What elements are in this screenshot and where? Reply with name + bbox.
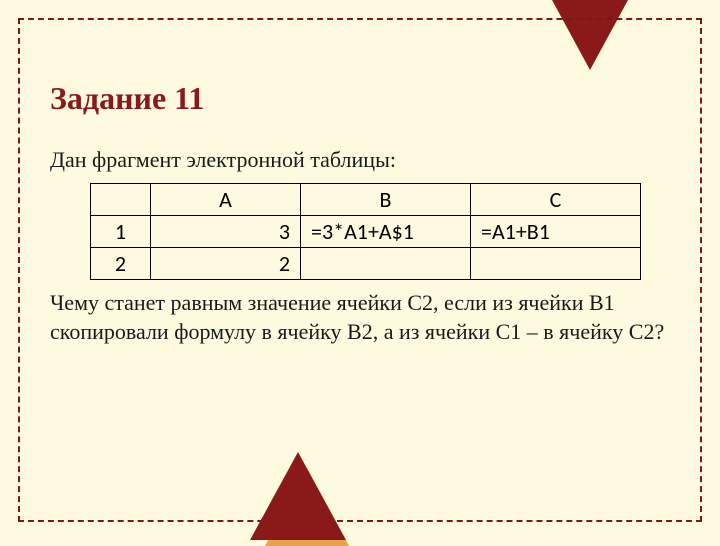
table-row: 1 3 =3*A1+A$1 =A1+B1 <box>91 215 641 247</box>
decor-triangle-bottom-front <box>250 452 346 540</box>
cell-a2: 2 <box>151 247 301 279</box>
row-label-2: 2 <box>91 247 151 279</box>
corner-cell <box>91 183 151 215</box>
cell-b1: =3*A1+A$1 <box>301 215 471 247</box>
cell-c2 <box>471 247 641 279</box>
cell-a1: 3 <box>151 215 301 247</box>
task-title: Задание 11 <box>50 80 670 117</box>
cell-b2 <box>301 247 471 279</box>
col-header-c: C <box>471 183 641 215</box>
intro-text: Дан фрагмент электронной таблицы: <box>50 145 670 175</box>
table-row: 2 2 <box>91 247 641 279</box>
spreadsheet-table: A B C 1 3 =3*A1+A$1 =A1+B1 2 2 <box>90 183 641 280</box>
slide-frame: Задание 11 Дан фрагмент электронной табл… <box>18 18 702 522</box>
question-text: Чему станет равным значение ячейки С2, е… <box>50 288 670 347</box>
col-header-b: B <box>301 183 471 215</box>
cell-c1: =A1+B1 <box>471 215 641 247</box>
col-header-a: A <box>151 183 301 215</box>
table-header-row: A B C <box>91 183 641 215</box>
row-label-1: 1 <box>91 215 151 247</box>
